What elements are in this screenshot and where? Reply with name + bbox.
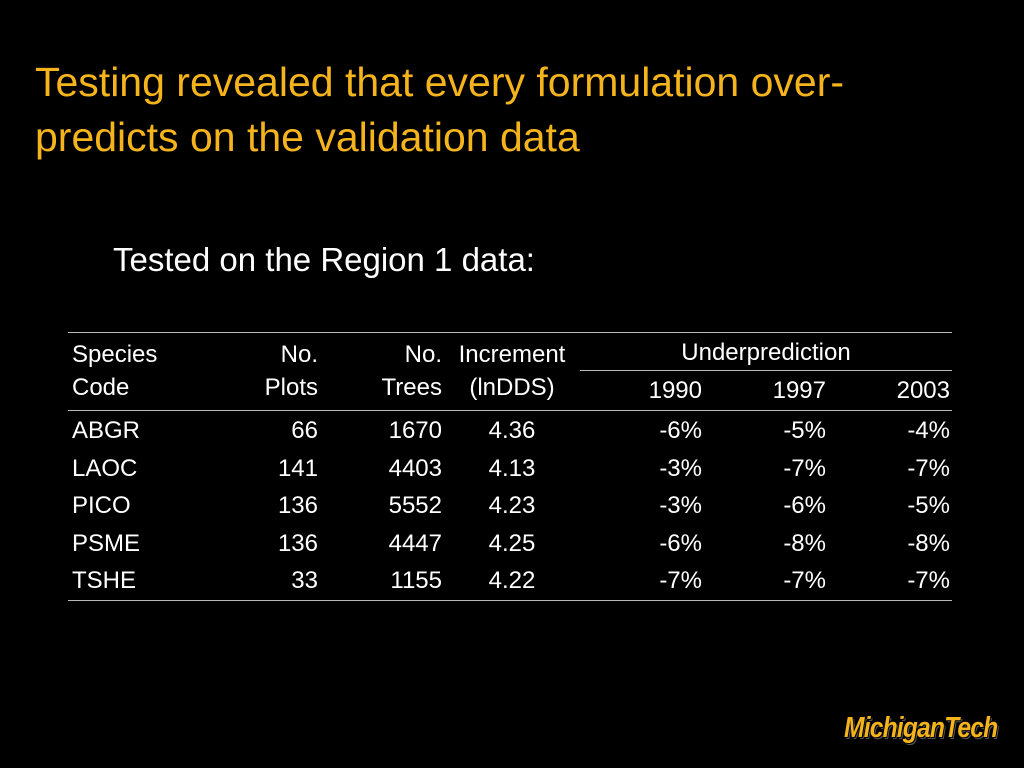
table-cell: 4403 [388, 454, 442, 482]
table-cell: 136 [277, 492, 318, 519]
table-cell: 4447 [388, 529, 442, 557]
table-cell: 141 [277, 454, 318, 482]
table-cell: 4.13 [488, 454, 536, 482]
title-line: predicts on the validation data [35, 114, 580, 160]
table-cell: -7% [783, 567, 826, 594]
table-cell: -5% [783, 417, 826, 444]
species-code: ABGR [72, 417, 141, 444]
table-cell: 33 [291, 567, 318, 594]
column-header: Trees [381, 374, 442, 401]
table-cell: -7% [907, 567, 950, 594]
year-header: 1997 [772, 377, 826, 404]
table-cell: 5552 [388, 492, 442, 519]
table-cell: -8% [907, 529, 950, 557]
species-code: PSME [72, 529, 141, 557]
table-cell: -6% [783, 492, 826, 519]
title-line: Testing revealed that every formulation … [35, 59, 845, 105]
table-cell: -8% [783, 529, 826, 557]
table-cell: -7% [907, 454, 950, 482]
table-top-rule [68, 332, 952, 333]
year-header: 2003 [896, 377, 950, 404]
year-header: 1990 [648, 377, 702, 404]
group-header: Underprediction [681, 339, 851, 366]
table-cell: -3% [659, 492, 702, 519]
table-cell: 66 [291, 417, 318, 444]
column-header: Species [72, 341, 158, 368]
table-cell: -7% [783, 454, 826, 482]
table-cell: 4.23 [488, 492, 536, 519]
table-cell: -6% [659, 529, 702, 557]
header-rule [68, 410, 952, 411]
table-cell: 136 [277, 529, 318, 557]
table-cell: 1155 [390, 567, 442, 594]
species-code: PICO [72, 492, 131, 519]
table-bottom-rule [68, 600, 952, 601]
column-header: No. [404, 341, 442, 368]
group-rule [580, 370, 952, 371]
table-cell: -7% [659, 567, 702, 594]
table-cell: 4.36 [488, 417, 536, 444]
table-cell: -4% [907, 417, 950, 444]
subtitle: Tested on the Region 1 data: [113, 241, 535, 278]
table-cell: -6% [659, 417, 702, 444]
column-header: Increment [458, 341, 566, 368]
column-header: Plots [264, 374, 318, 401]
species-code: LAOC [72, 454, 138, 482]
table-cell: 1670 [388, 417, 442, 444]
column-header: Code [72, 374, 130, 401]
table-cell: -5% [907, 492, 950, 519]
logo: MichiganTech [843, 712, 998, 744]
table-cell: 4.22 [488, 567, 536, 594]
table-cell: 4.25 [488, 529, 536, 557]
column-header: (lnDDS) [469, 374, 555, 401]
column-header: No. [280, 341, 318, 368]
table-cell: -3% [659, 454, 702, 482]
species-code: TSHE [72, 567, 137, 594]
